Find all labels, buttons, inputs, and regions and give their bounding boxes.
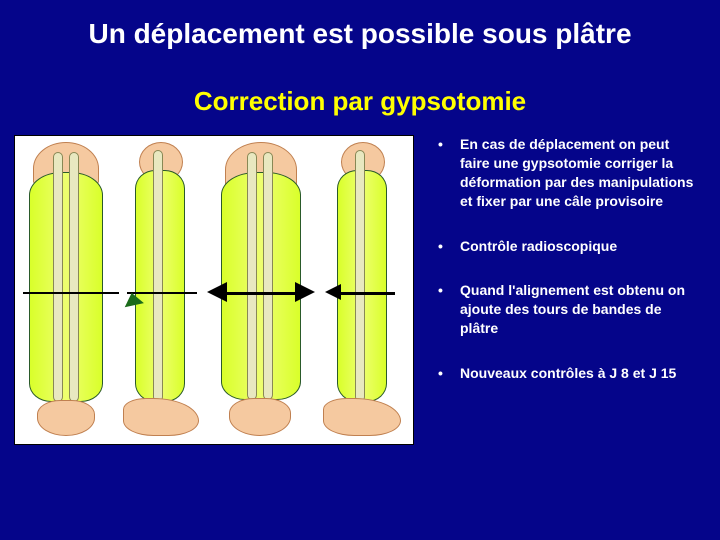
list-item: Contrôle radioscopique: [434, 237, 700, 256]
medical-figure: [14, 135, 414, 445]
slide-subtitle: Correction par gypsotomie: [0, 86, 720, 117]
list-item: Nouveaux contrôles à J 8 et J 15: [434, 364, 700, 383]
content-row: En cas de déplacement on peut faire une …: [0, 135, 720, 445]
slide-title: Un déplacement est possible sous plâtre: [0, 0, 720, 50]
list-item: Quand l'alignement est obtenu on ajoute …: [434, 281, 700, 338]
list-item: En cas de déplacement on peut faire une …: [434, 135, 700, 211]
bullet-list: En cas de déplacement on peut faire une …: [434, 135, 706, 445]
